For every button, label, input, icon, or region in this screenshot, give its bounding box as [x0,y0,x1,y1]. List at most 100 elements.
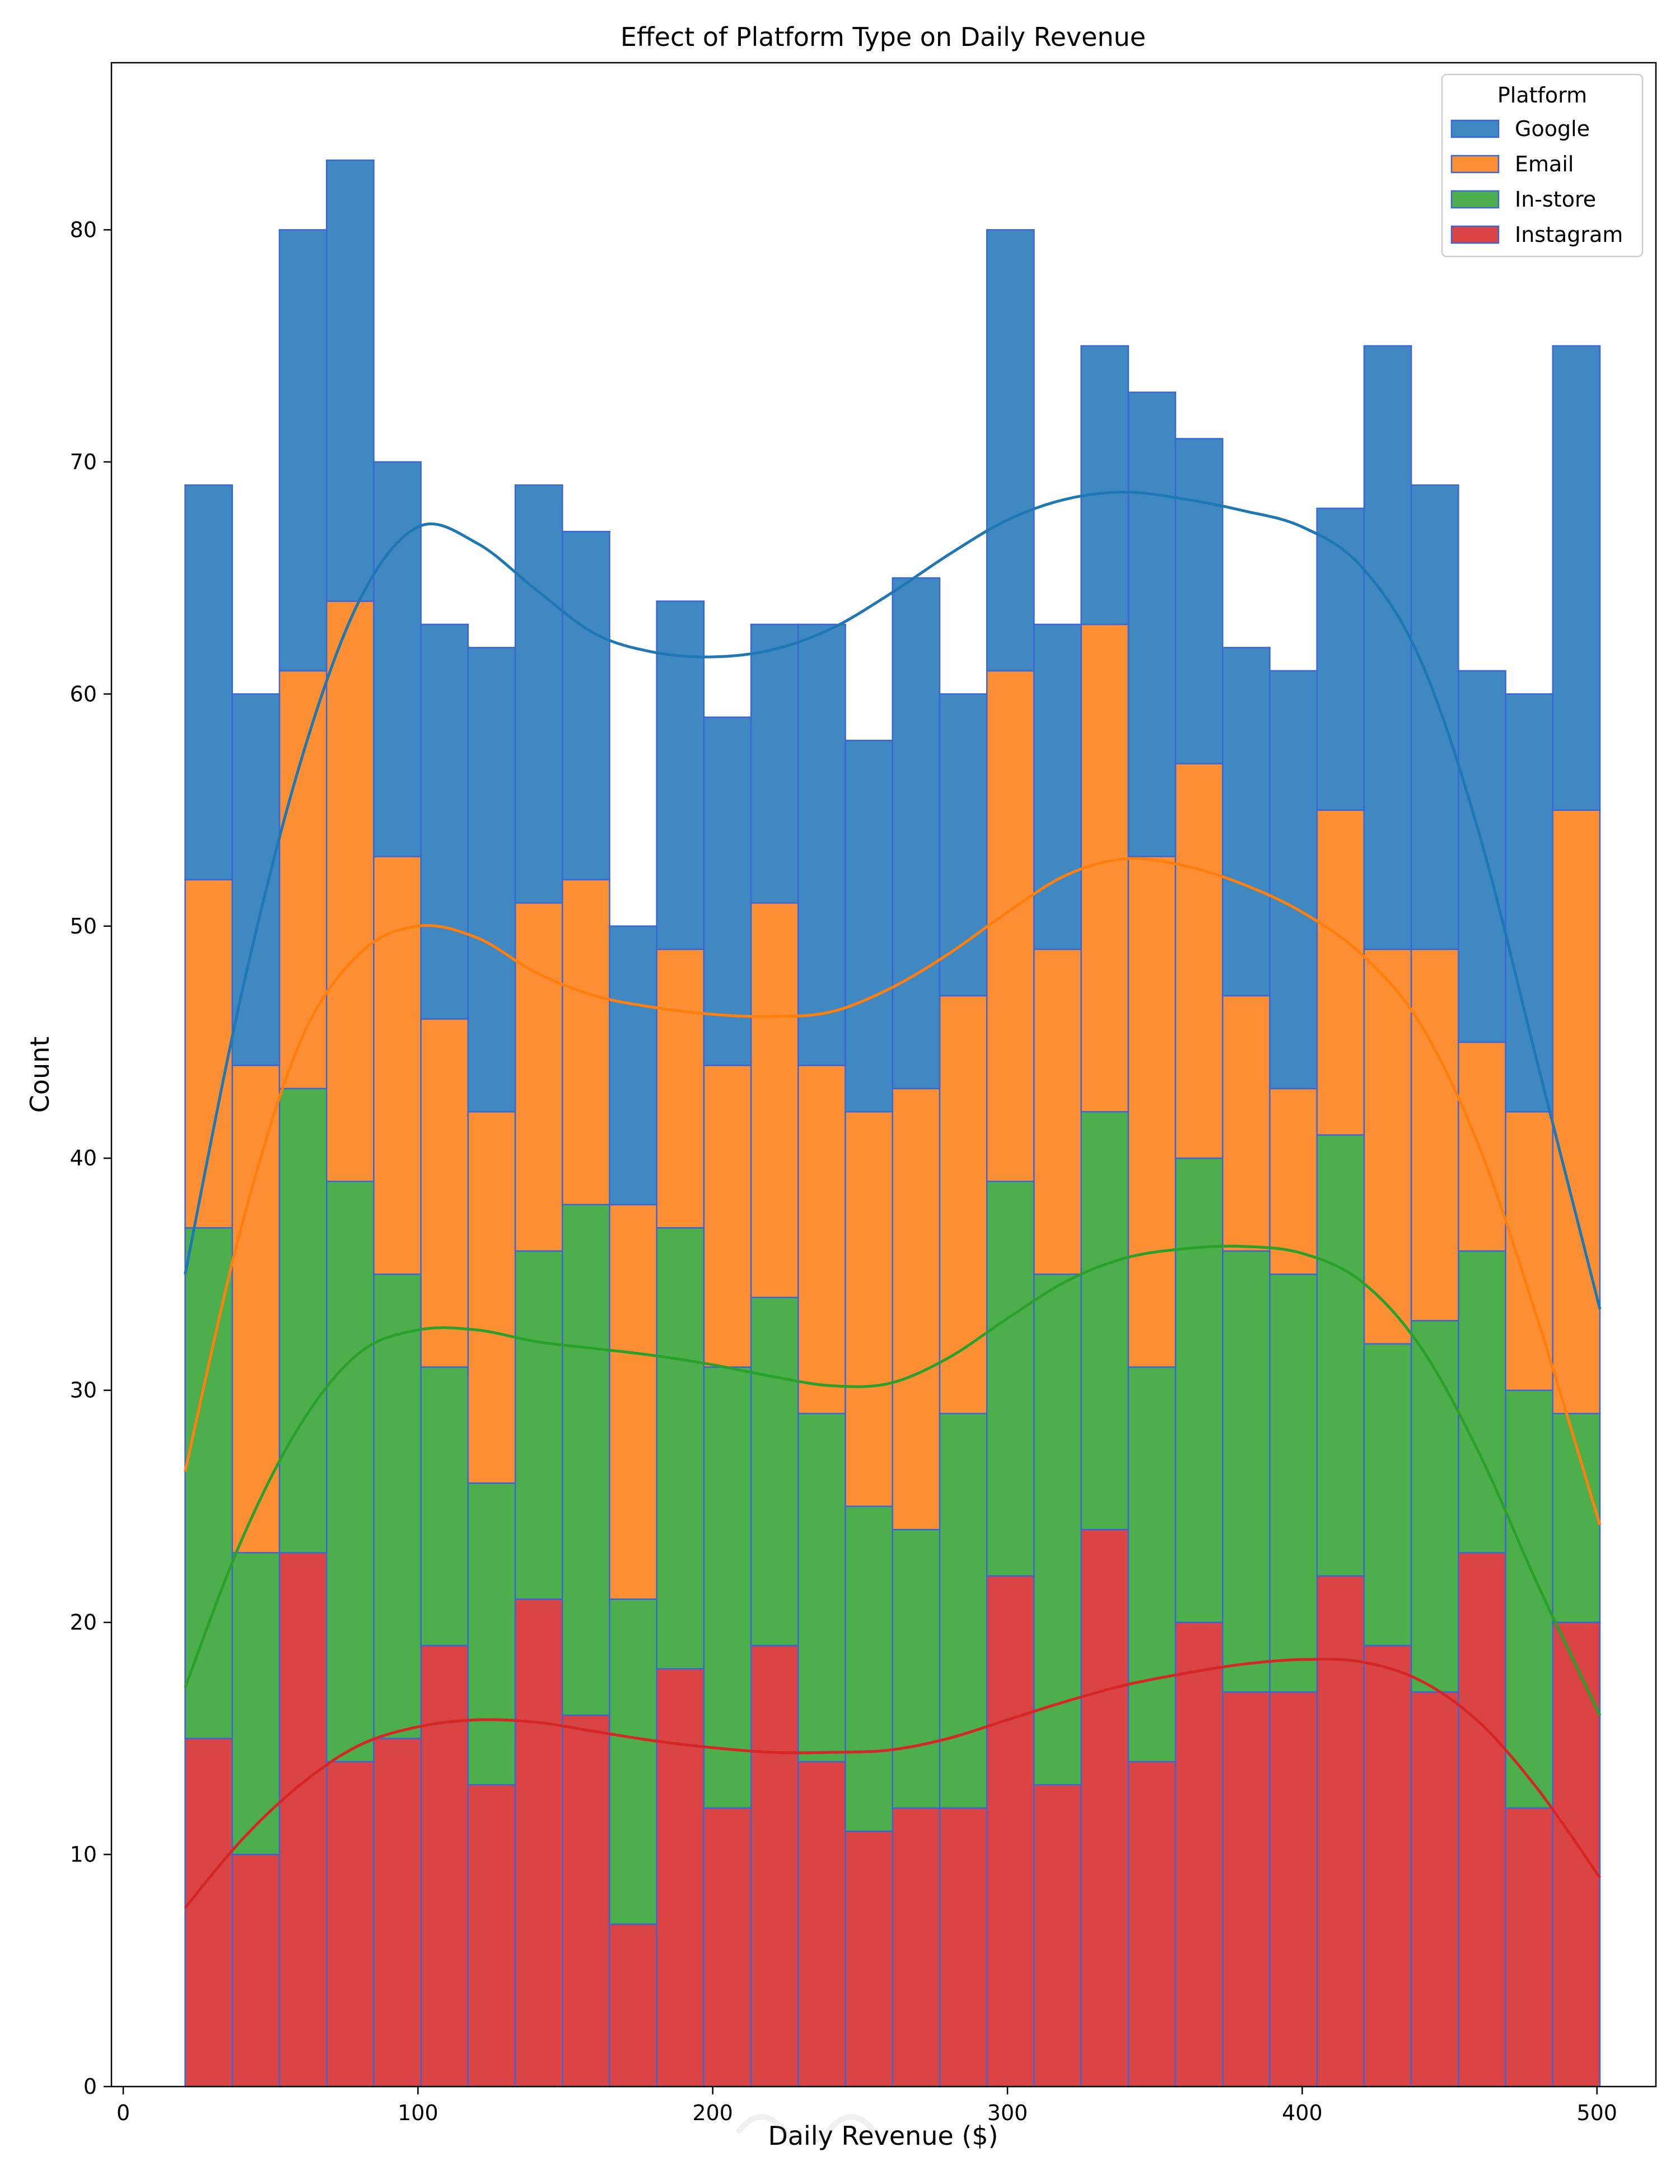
bar-instagram-18 [986,1575,1035,2088]
bar-instagram-11 [656,1668,705,2088]
bar-in-store-28 [1458,1250,1506,1554]
bar-google-17 [939,693,988,997]
bar-in-store-10 [609,1598,657,1925]
bar-instagram-17 [939,1807,988,2088]
y-tick-label: 70 [70,450,97,474]
y-tick-label: 60 [70,682,97,706]
bar-email-25 [1316,809,1365,1136]
bar-in-store-17 [939,1412,988,1809]
bar-in-store-18 [986,1180,1035,1577]
legend-label-google: Google [1515,116,1590,141]
bar-google-21 [1127,391,1177,857]
bar-instagram-23 [1222,1691,1271,2088]
bar-in-store-9 [562,1203,610,1716]
bar-in-store-5 [373,1273,422,1739]
bar-in-store-12 [703,1366,752,1809]
bar-email-9 [562,879,610,1206]
bar-google-18 [986,229,1035,672]
legend-label-instagram: Instagram [1515,222,1623,247]
watermark-logo [736,2114,876,2142]
bar-google-14 [797,623,846,1066]
bar-google-28 [1458,670,1506,1043]
bar-instagram-30 [1552,1621,1601,2088]
legend-swatch-email [1450,155,1500,174]
legend-swatch-google [1450,119,1500,138]
bar-google-8 [514,484,563,904]
legend-label-in-store: In-store [1515,187,1596,212]
bar-in-store-11 [656,1227,705,1670]
bar-instagram-19 [1033,1784,1082,2088]
bar-instagram-15 [844,1830,894,2088]
bar-in-store-21 [1127,1366,1177,1763]
bar-instagram-20 [1080,1529,1130,2088]
bar-google-23 [1222,647,1271,997]
bar-google-30 [1552,345,1601,811]
bar-email-12 [703,1065,752,1368]
bar-email-6 [420,1018,469,1368]
bar-email-8 [514,902,563,1252]
bar-google-26 [1363,345,1412,950]
bar-email-27 [1410,948,1459,1322]
bar-instagram-3 [278,1552,328,2088]
bar-google-9 [562,530,610,881]
bar-in-store-1 [184,1227,234,1739]
bar-google-3 [278,229,328,672]
bar-in-store-22 [1174,1157,1224,1623]
kde-line-email [184,857,1602,1525]
bar-google-4 [325,159,375,602]
y-axis: 0 10 20 30 40 50 60 70 80 [70,217,111,2099]
legend-title: Platform [1497,83,1587,108]
bar-google-25 [1316,507,1365,811]
bar-in-store-3 [278,1088,328,1554]
bar-instagram-13 [750,1645,799,2088]
x-axis: 0 100 200 300 400 500 [116,2087,1617,2125]
bar-email-2 [231,1065,281,1554]
bar-email-21 [1127,856,1177,1368]
legend-swatch-in-store [1450,190,1500,209]
x-axis-label: Daily Revenue ($) [768,2121,998,2151]
bar-google-16 [892,577,941,1090]
bar-in-store-7 [467,1482,516,1786]
bar-google-2 [231,693,281,1066]
bar-google-20 [1080,345,1130,626]
bar-instagram-24 [1269,1691,1318,2088]
bar-instagram-7 [467,1784,516,2088]
bar-email-22 [1174,763,1224,1159]
bar-email-23 [1222,995,1271,1252]
bar-google-22 [1174,438,1224,764]
bar-email-15 [844,1111,894,1508]
bar-instagram-14 [797,1761,846,2088]
bar-instagram-5 [373,1738,422,2088]
bar-in-store-20 [1080,1111,1130,1530]
bar-in-store-4 [325,1180,375,1763]
bar-email-13 [750,902,799,1299]
bar-in-store-23 [1222,1250,1271,1693]
bar-google-11 [656,600,705,950]
bar-in-store-8 [514,1250,563,1600]
bar-email-7 [467,1111,516,1484]
bar-in-store-13 [750,1296,799,1646]
bar-email-19 [1033,948,1082,1275]
bar-instagram-12 [703,1807,752,2088]
bar-email-24 [1269,1088,1318,1275]
bars [184,159,1601,2088]
legend-swatch-instagram [1450,225,1500,244]
bar-email-10 [609,1203,657,1600]
bar-instagram-16 [892,1807,941,2088]
y-axis-label: Count [25,1037,55,1113]
kde-line-in-store [184,1244,1602,1716]
chart-title: Effect of Platform Type on Daily Revenue [620,22,1146,52]
kde-line-instagram [184,1658,1602,1909]
bar-google-7 [467,647,516,1113]
bar-email-16 [892,1088,941,1530]
bar-email-3 [278,670,328,1090]
bar-instagram-8 [514,1598,563,2088]
bar-in-store-6 [420,1366,469,1646]
bar-instagram-21 [1127,1761,1177,2088]
bar-instagram-2 [231,1854,281,2088]
bar-email-28 [1458,1041,1506,1252]
legend-label-email: Email [1515,152,1574,176]
bar-instagram-22 [1174,1621,1224,2088]
x-tick-label: 100 [398,2101,438,2125]
bar-instagram-4 [325,1761,375,2088]
